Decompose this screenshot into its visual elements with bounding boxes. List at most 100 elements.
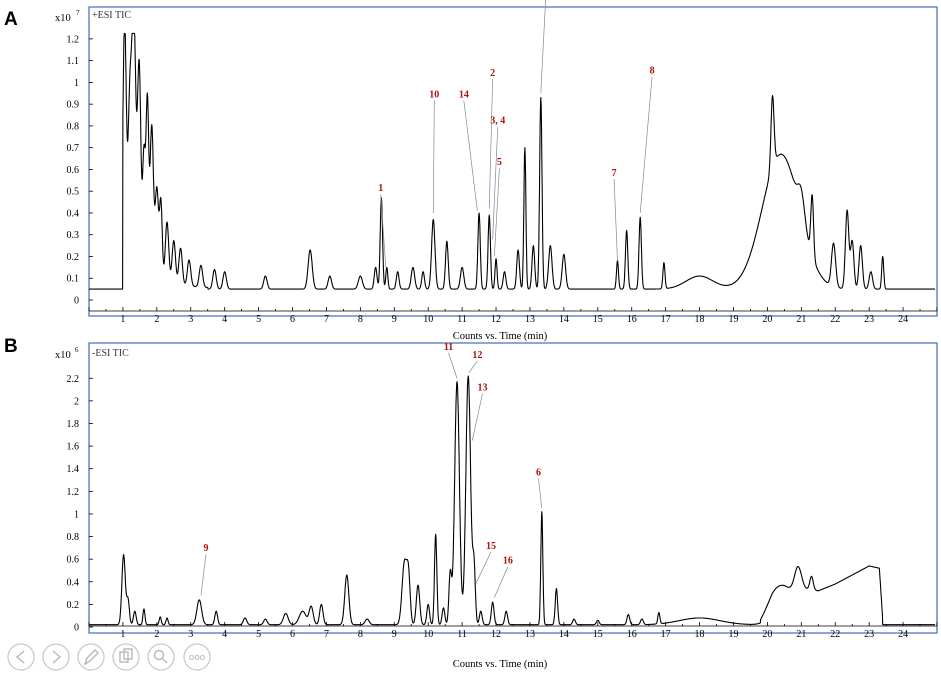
peak-label: 9 [204, 543, 209, 554]
copy-button[interactable] [112, 643, 140, 671]
more-dots-icon: ooo [189, 653, 206, 663]
peak-label: 16 [503, 556, 513, 567]
x-tick-label: 12 [491, 629, 501, 640]
x-tick-label: 5 [256, 314, 261, 325]
x-tick-label: 13 [525, 314, 535, 325]
peak-label: 13 [477, 383, 487, 394]
signal-label: -ESI TIC [92, 348, 129, 359]
x-tick-label: 22 [830, 314, 840, 325]
pencil-icon [83, 649, 99, 666]
peak-label: 1 [378, 183, 383, 194]
plot-frame [88, 342, 938, 634]
x-tick-label: 23 [864, 314, 874, 325]
y-axis: 0 0.1 0.2 0.3 0.4 0.5 0.6 0.7 0.8 0.9 1 1.1 1.2 [67, 34, 93, 307]
y-tick-label: 0.6 [67, 555, 80, 566]
y-tick-label: 0.3 [67, 230, 80, 241]
x-tick-label: 23 [864, 629, 874, 640]
y-scale-base: x10 [55, 350, 71, 361]
x-tick-label: 5 [256, 629, 261, 640]
x-tick-label: 12 [491, 314, 501, 325]
y-tick-label: 0 [74, 296, 79, 307]
signal-label: +ESI TIC [92, 10, 131, 21]
previous-button[interactable] [7, 643, 35, 671]
y-tick-label: 2.2 [67, 374, 80, 385]
peak-leader-line [613, 178, 618, 261]
x-axis-title: Counts vs. Time (min) [453, 659, 548, 670]
y-tick-label: 1 [74, 509, 79, 520]
x-tick-label: 7 [324, 314, 329, 325]
peak-leader-line [493, 168, 500, 257]
chevron-right-icon [52, 650, 62, 664]
x-tick-label: 20 [762, 314, 772, 325]
peak-leader-line [494, 566, 509, 598]
y-tick-label: 0.8 [67, 121, 80, 132]
panel-a: A x10 7 +ESI TIC 00.10.20.30.40.50.60.70… [4, 0, 938, 342]
x-tick-label: 15 [593, 314, 603, 325]
more-button[interactable]: ooo [183, 643, 211, 671]
peak-labels: 9 11 12 13 6 15 16 [200, 342, 543, 598]
y-scale-exponent: 7 [76, 9, 80, 17]
x-tick-label: 24 [898, 629, 908, 640]
x-tick-label: 7 [324, 629, 329, 640]
x-tick-label: 6 [290, 314, 295, 325]
panel-b: B x10 6 -ESI TIC 0 0.2 0.4 0.6 0.8 1 1.2 1.4 1.6… [4, 336, 938, 670]
x-tick-label: 10 [423, 314, 433, 325]
x-tick-label: 9 [392, 314, 397, 325]
x-tick-label: 14 [559, 629, 569, 640]
zoom-button[interactable] [147, 643, 175, 671]
y-tick-label: 0.8 [67, 532, 80, 543]
tic-trace [88, 32, 936, 290]
peak-label: 3, 4 [490, 116, 505, 127]
x-tick-label: 20 [762, 629, 772, 640]
peak-leader-line [538, 478, 543, 509]
viewer-toolbar: ooo [7, 643, 211, 671]
peak-leader-line [492, 126, 499, 240]
x-tick-label: 2 [154, 629, 159, 640]
x-tick-label: 16 [627, 314, 637, 325]
y-tick-label: 0.1 [67, 274, 80, 285]
x-tick-label: 24 [898, 314, 908, 325]
peak-leader-line [488, 78, 493, 209]
x-tick-label: 4 [222, 629, 227, 640]
plot-frame [88, 6, 938, 317]
peak-label: 8 [650, 66, 655, 77]
x-tick-label: 1 [120, 314, 125, 325]
peak-label: 5 [497, 157, 502, 168]
x-tick-label: 3 [188, 629, 193, 640]
y-tick-label: 2 [74, 396, 79, 407]
x-tick-label: 22 [830, 629, 840, 640]
y-axis: 0 0.2 0.4 0.6 0.8 1 1.2 1.4 1.6 1.8 2 2.2 [67, 374, 93, 634]
y-scale-exponent: 6 [75, 346, 79, 354]
peak-label: 2 [490, 68, 495, 79]
y-tick-label: 0.6 [67, 165, 80, 176]
peak-leader-line [471, 393, 483, 441]
next-button[interactable] [42, 643, 70, 671]
peak-label: 14 [459, 90, 469, 101]
annotate-button[interactable] [77, 643, 105, 671]
x-tick-label: 17 [661, 314, 671, 325]
x-tick-label: 21 [796, 314, 806, 325]
panel-letter: B [4, 336, 18, 357]
y-tick-label: 1.6 [67, 442, 80, 453]
x-tick-label: 11 [457, 314, 467, 325]
y-scale-base: x10 [55, 13, 71, 24]
y-tick-label: 0 [74, 623, 79, 634]
x-tick-label: 11 [457, 629, 467, 640]
x-tick-label: 9 [392, 629, 397, 640]
y-tick-label: 0.7 [67, 143, 80, 154]
y-tick-label: 0.9 [67, 100, 80, 111]
y-tick-label: 1.4 [67, 464, 80, 475]
x-tick-label: 8 [358, 314, 363, 325]
x-tick-label: 15 [593, 629, 603, 640]
x-tick-label: 21 [796, 629, 806, 640]
peak-leader-line [463, 100, 478, 211]
y-tick-label: 1.8 [67, 419, 80, 430]
x-tick-label: 10 [423, 629, 433, 640]
y-tick-label: 0.4 [67, 577, 80, 588]
peak-leader-line [639, 76, 653, 213]
chevron-left-icon [15, 650, 25, 664]
x-tick-label: 8 [358, 629, 363, 640]
x-tick-label: 17 [661, 629, 671, 640]
